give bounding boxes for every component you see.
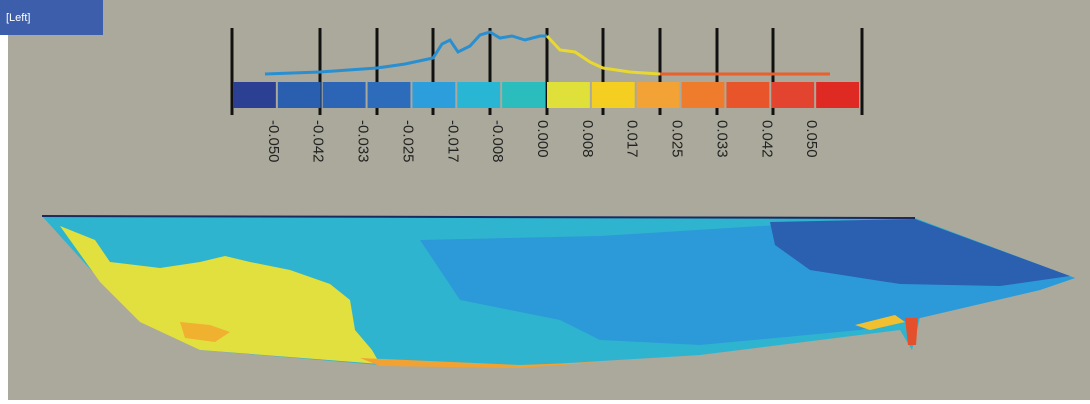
scale-label: -0.050 xyxy=(265,120,282,163)
scale-label: -0.008 xyxy=(489,120,506,163)
viewport: [Left] -0.050 -0.042 -0.033 -0.025 -0.017 -0.… xyxy=(0,0,1090,404)
color-bin xyxy=(682,82,725,108)
scale-label: 0.000 xyxy=(534,120,551,158)
color-bin xyxy=(637,82,680,108)
color-bin xyxy=(233,82,276,108)
scale-label: -0.017 xyxy=(444,120,461,163)
color-bin xyxy=(547,82,590,108)
scale-label: -0.025 xyxy=(399,120,416,163)
color-bin xyxy=(323,82,366,108)
color-bin xyxy=(502,82,545,108)
scale-label: 0.017 xyxy=(624,120,641,158)
color-bin xyxy=(592,82,635,108)
color-bin xyxy=(368,82,411,108)
scale-label: 0.025 xyxy=(669,120,686,158)
scale-label: 0.042 xyxy=(758,120,775,158)
scale-label: -0.033 xyxy=(355,120,372,163)
scale-label: 0.050 xyxy=(803,120,820,158)
color-bin xyxy=(457,82,500,108)
color-bin xyxy=(771,82,814,108)
color-bin xyxy=(816,82,859,108)
color-bin xyxy=(412,82,455,108)
scale-label: -0.042 xyxy=(310,120,327,163)
scale-label: 0.033 xyxy=(713,120,730,158)
scene: [Left] -0.050 -0.042 -0.033 -0.025 -0.017 -0.… xyxy=(0,0,1090,404)
viewport-label: [Left] xyxy=(6,12,30,24)
color-bin xyxy=(726,82,769,108)
color-bin xyxy=(278,82,321,108)
scale-label: 0.008 xyxy=(579,120,596,158)
